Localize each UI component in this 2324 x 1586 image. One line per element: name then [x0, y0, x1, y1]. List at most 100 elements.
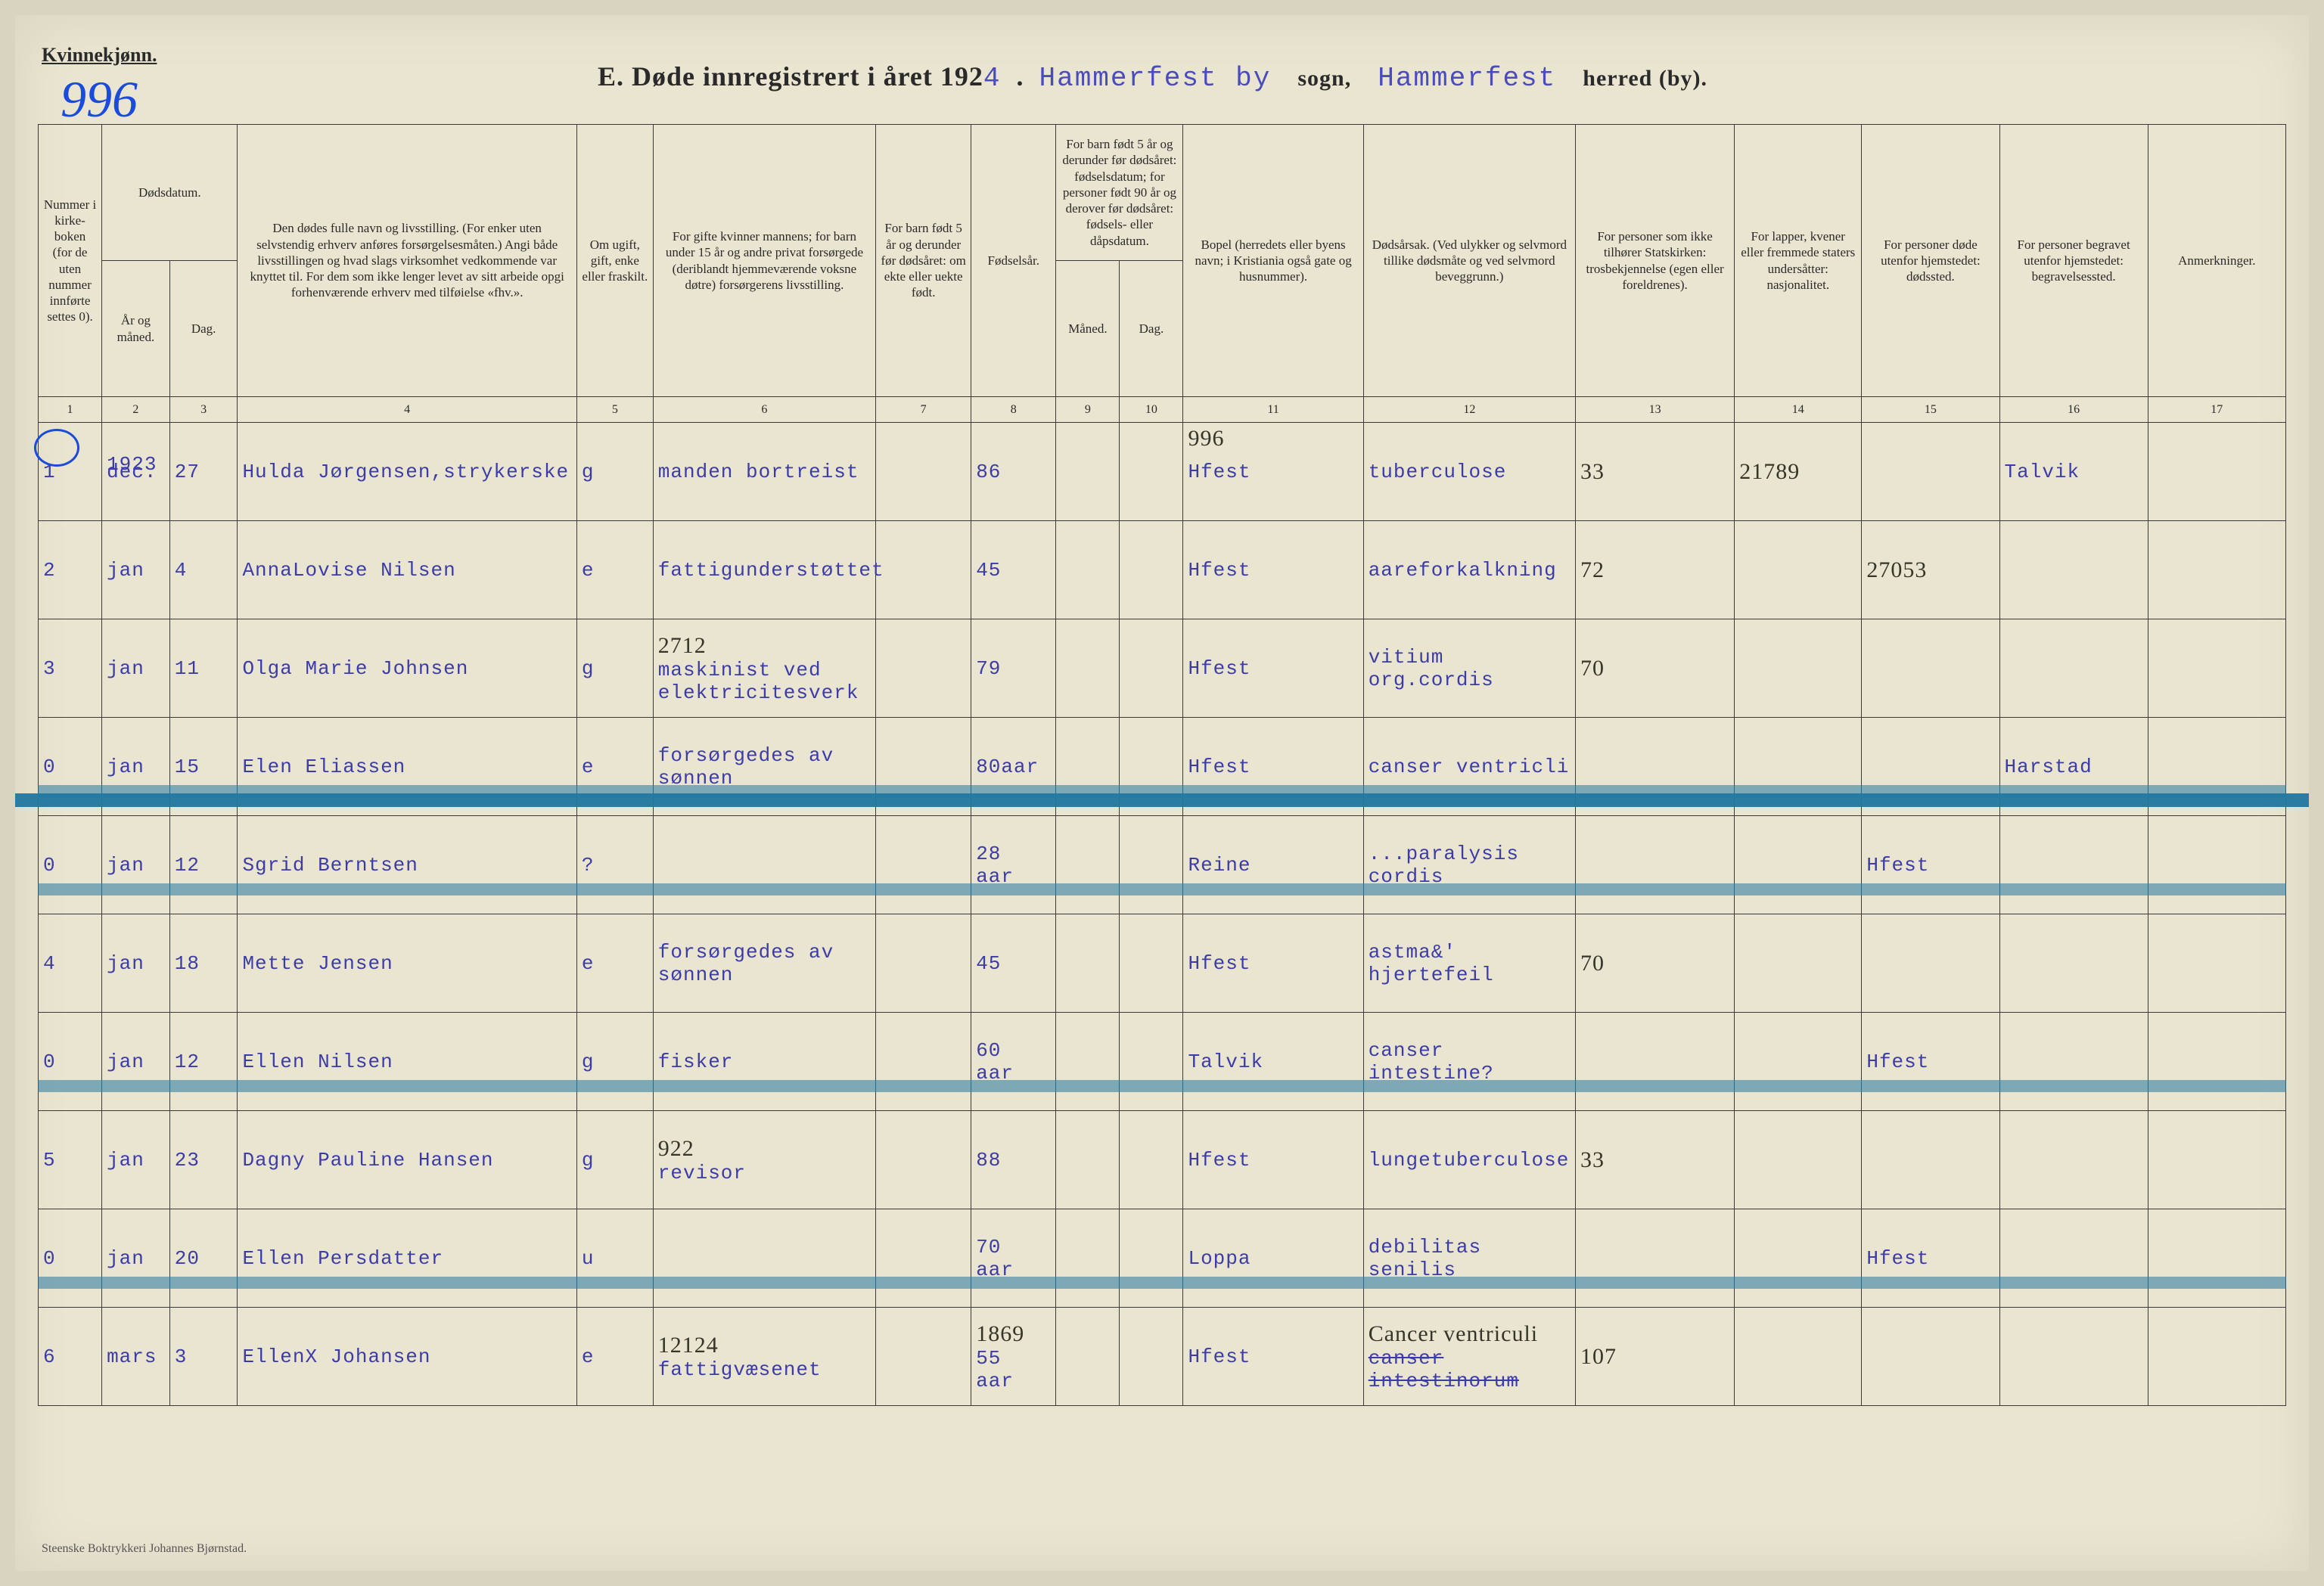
cell-c17	[2148, 619, 2285, 718]
column-number: 6	[653, 397, 875, 423]
table-row: 0jan15Elen Eliasseneforsørgedes av sønne…	[39, 718, 2286, 816]
cell-c5: g	[576, 619, 653, 718]
cell-c17	[2148, 1209, 2285, 1308]
register-table: Nummer i kirke­boken (for de uten nummer…	[38, 124, 2286, 1406]
column-numbers-row: 1234567891011121314151617	[39, 397, 2286, 423]
cell-c2: dec.1923	[102, 423, 170, 521]
cell-c10	[1120, 521, 1183, 619]
cell-c2: jan	[102, 619, 170, 718]
cell-c10	[1120, 718, 1183, 816]
cell-c9	[1056, 718, 1120, 816]
table-row: 5jan23Dagny Pauline Hanseng922revisor88H…	[39, 1111, 2286, 1209]
cell-c15: 27053	[1862, 521, 1999, 619]
cell-c13: 72	[1575, 521, 1734, 619]
cell-c15	[1862, 619, 1999, 718]
cell-c3: 23	[169, 1111, 238, 1209]
cell-c11: Reine	[1183, 816, 1363, 914]
cell-c10	[1120, 1111, 1183, 1209]
cell-c2: jan	[102, 1209, 170, 1308]
cell-c13	[1575, 718, 1734, 816]
cell-c6: manden bortreist	[653, 423, 875, 521]
cell-c7	[876, 521, 971, 619]
col-16-label: For personer begravet utenfor hjemstedet…	[1999, 125, 2148, 397]
cell-c12: Cancer ventriculicanser intestinorum	[1363, 1308, 1575, 1406]
cell-c16	[1999, 816, 2148, 914]
cell-c6: 12124fattigvæsenet	[653, 1308, 875, 1406]
col-17-label: Anmerkninger.	[2148, 125, 2285, 397]
cell-c16	[1999, 1308, 2148, 1406]
cell-c10	[1120, 619, 1183, 718]
title-year-suffix: 4	[983, 63, 1002, 94]
cell-c11: Hfest	[1183, 521, 1363, 619]
table-body: 1dec.192327Hulda Jørgensen,strykerskegma…	[39, 423, 2286, 1406]
cell-c10	[1120, 423, 1183, 521]
cell-c1: 5	[39, 1111, 102, 1209]
cell-c13: 107	[1575, 1308, 1734, 1406]
page-title: E. Døde innregistrert i året 1924 . Hamm…	[38, 61, 2286, 94]
col-6-label: For gifte kvinner mannens; for barn unde…	[653, 125, 875, 397]
cell-c5: e	[576, 1308, 653, 1406]
year-1923-note: 1923	[107, 453, 157, 476]
cell-c16	[1999, 1013, 2148, 1111]
cell-c8: 70 aar	[971, 1209, 1056, 1308]
table-row: 4jan18Mette Jenseneforsørgedes av sønnen…	[39, 914, 2286, 1013]
cell-c8: 186955 aar	[971, 1308, 1056, 1406]
col-7-label: For barn født 5 år og derunder før døds­…	[876, 125, 971, 397]
cell-c1: 1	[39, 423, 102, 521]
cell-c3: 18	[169, 914, 238, 1013]
cell-c14	[1735, 718, 1862, 816]
col-13-label: For personer som ikke tilhører Statskirk…	[1575, 125, 1734, 397]
cell-c17	[2148, 816, 2285, 914]
cell-c12: lungetuberculose	[1363, 1111, 1575, 1209]
cell-c7	[876, 816, 971, 914]
cell-c13: 33	[1575, 423, 1734, 521]
title-prefix: E. Døde innregistrert i året 192	[598, 61, 983, 92]
cell-c3: 27	[169, 423, 238, 521]
column-number: 9	[1056, 397, 1120, 423]
cell-c5: e	[576, 521, 653, 619]
cell-c3: 3	[169, 1308, 238, 1406]
cell-c11: Hfest996	[1183, 423, 1363, 521]
cell-c11: Talvik	[1183, 1013, 1363, 1111]
column-number: 3	[169, 397, 238, 423]
cell-c12: debilitas senilis	[1363, 1209, 1575, 1308]
col-15-label: For personer døde utenfor hjemstedet: dø…	[1862, 125, 1999, 397]
cell-c6: 2712maskinist ved elektricitesverk	[653, 619, 875, 718]
cell-c16	[1999, 521, 2148, 619]
cell-c17	[2148, 1308, 2285, 1406]
cell-c4: AnnaLovise Nilsen	[238, 521, 576, 619]
cell-c16: Talvik	[1999, 423, 2148, 521]
cell-c3: 20	[169, 1209, 238, 1308]
page-number-handwritten: 996	[61, 70, 138, 129]
col-4-label: Den dødes fulle navn og livsstilling. (F…	[238, 125, 576, 397]
cell-c13	[1575, 1013, 1734, 1111]
cell-c8: 45	[971, 914, 1056, 1013]
column-number: 15	[1862, 397, 1999, 423]
col-9-label: Måned.	[1056, 261, 1120, 397]
cell-c14: 21789	[1735, 423, 1862, 521]
cell-c16	[1999, 1209, 2148, 1308]
cell-c16	[1999, 914, 2148, 1013]
cell-c7	[876, 1308, 971, 1406]
cell-c1: 4	[39, 914, 102, 1013]
cell-c14	[1735, 1111, 1862, 1209]
circle-mark-icon	[34, 429, 79, 467]
cell-c14	[1735, 1308, 1862, 1406]
cell-c9	[1056, 914, 1120, 1013]
cell-c15: Hfest	[1862, 1013, 1999, 1111]
column-number: 13	[1575, 397, 1734, 423]
cell-c12: ...paralysis cordis	[1363, 816, 1575, 914]
cell-c2: jan	[102, 521, 170, 619]
column-number: 17	[2148, 397, 2285, 423]
cell-c15: Hfest	[1862, 1209, 1999, 1308]
district-name: Hammerfest	[1378, 63, 1556, 94]
cell-c15	[1862, 423, 1999, 521]
column-number: 7	[876, 397, 971, 423]
cell-c17	[2148, 521, 2285, 619]
cell-c5: e	[576, 718, 653, 816]
cell-c6: fisker	[653, 1013, 875, 1111]
cell-c13: 70	[1575, 619, 1734, 718]
cell-c7	[876, 914, 971, 1013]
cell-c15	[1862, 914, 1999, 1013]
cell-c17	[2148, 914, 2285, 1013]
